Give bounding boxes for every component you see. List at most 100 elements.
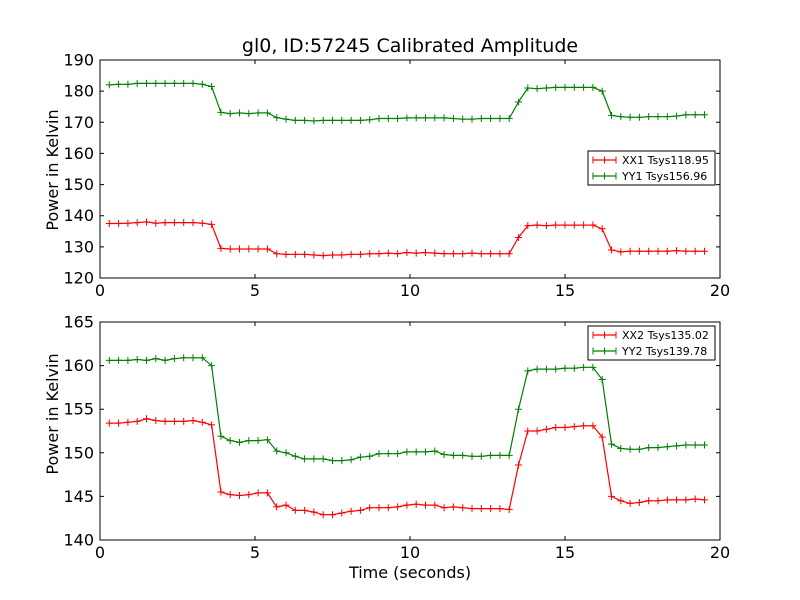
data-point — [701, 111, 708, 119]
data-point — [394, 115, 402, 123]
data-point — [626, 445, 634, 453]
data-point — [356, 116, 364, 124]
data-point — [226, 491, 234, 499]
data-point — [533, 365, 541, 373]
data-point — [263, 436, 271, 444]
data-point — [477, 115, 485, 123]
data-point — [682, 247, 690, 255]
data-point — [515, 405, 522, 413]
data-point — [236, 245, 243, 253]
legend-marker — [592, 172, 617, 180]
data-point — [412, 249, 420, 257]
data-point — [384, 504, 392, 512]
data-point — [691, 111, 699, 119]
data-point — [394, 503, 402, 511]
data-point — [589, 83, 597, 91]
data-point — [552, 83, 560, 91]
data-point — [208, 362, 216, 370]
data-point — [143, 79, 150, 87]
data-point — [310, 508, 318, 516]
data-point — [366, 452, 374, 460]
data-point — [431, 114, 439, 122]
data-point — [319, 252, 327, 260]
data-point — [338, 457, 346, 465]
data-point — [245, 437, 253, 445]
data-point — [608, 492, 615, 500]
data-point — [115, 80, 123, 88]
data-point — [105, 356, 113, 364]
data-point — [496, 115, 504, 123]
data-point — [626, 247, 634, 255]
x-tick-label: 0 — [95, 281, 105, 300]
y-tick-label: 120 — [63, 269, 94, 288]
data-point — [477, 250, 485, 258]
data-point — [301, 455, 309, 463]
data-point — [375, 115, 383, 123]
data-point — [412, 448, 420, 456]
data-point — [282, 449, 290, 457]
data-point — [105, 220, 113, 227]
y-tick-label: 170 — [63, 113, 94, 132]
legend-label: XX2 Tsys135.02 — [622, 329, 709, 342]
x-tick-label: 15 — [555, 543, 575, 562]
data-point — [459, 250, 467, 258]
legend-marker — [592, 156, 617, 164]
y-tick-label: 155 — [63, 400, 94, 419]
legend-label: YY1 Tsys156.96 — [621, 170, 707, 183]
data-point — [161, 79, 169, 87]
data-point — [440, 114, 448, 122]
legend-marker — [592, 347, 617, 355]
data-point — [180, 219, 188, 227]
data-point — [431, 249, 439, 257]
data-point — [356, 453, 364, 461]
data-point — [673, 247, 681, 255]
data-point — [580, 363, 588, 371]
data-point — [645, 444, 653, 452]
data-point — [570, 221, 578, 229]
data-point — [301, 116, 309, 124]
data-point — [617, 113, 625, 121]
data-point — [180, 79, 188, 87]
x-tick-label: 10 — [400, 543, 420, 562]
x-tick-label: 10 — [400, 281, 420, 300]
data-point — [663, 443, 671, 451]
data-point — [133, 219, 141, 227]
data-point — [440, 504, 448, 512]
data-point — [635, 445, 643, 453]
data-point — [468, 505, 476, 513]
legend-label: YY2 Tsys139.78 — [621, 345, 707, 358]
data-point — [310, 455, 318, 463]
data-point — [282, 250, 290, 258]
data-point — [263, 489, 271, 497]
data-point — [291, 452, 299, 460]
data-point — [254, 109, 262, 117]
data-point — [273, 250, 281, 258]
data-point — [375, 450, 383, 458]
data-point — [468, 115, 476, 123]
data-point — [152, 219, 160, 227]
data-point — [561, 83, 569, 91]
data-point — [524, 84, 532, 92]
y-tick-label: 150 — [63, 443, 94, 462]
data-point — [152, 417, 160, 425]
data-point — [161, 219, 169, 227]
data-point — [701, 441, 708, 449]
data-point — [626, 499, 634, 507]
data-point — [403, 114, 411, 122]
data-point — [245, 491, 253, 499]
data-point — [552, 221, 560, 229]
data-point — [208, 82, 216, 90]
y-tick-label: 150 — [63, 175, 94, 194]
data-point — [133, 79, 141, 87]
data-point — [105, 81, 113, 89]
data-point — [617, 444, 625, 452]
data-point — [524, 427, 532, 435]
data-point — [329, 116, 336, 124]
data-point — [505, 451, 513, 459]
data-point — [673, 442, 681, 450]
data-point — [663, 113, 671, 121]
data-point — [589, 422, 597, 430]
x-tick-label: 20 — [710, 543, 730, 562]
data-point — [375, 250, 383, 258]
